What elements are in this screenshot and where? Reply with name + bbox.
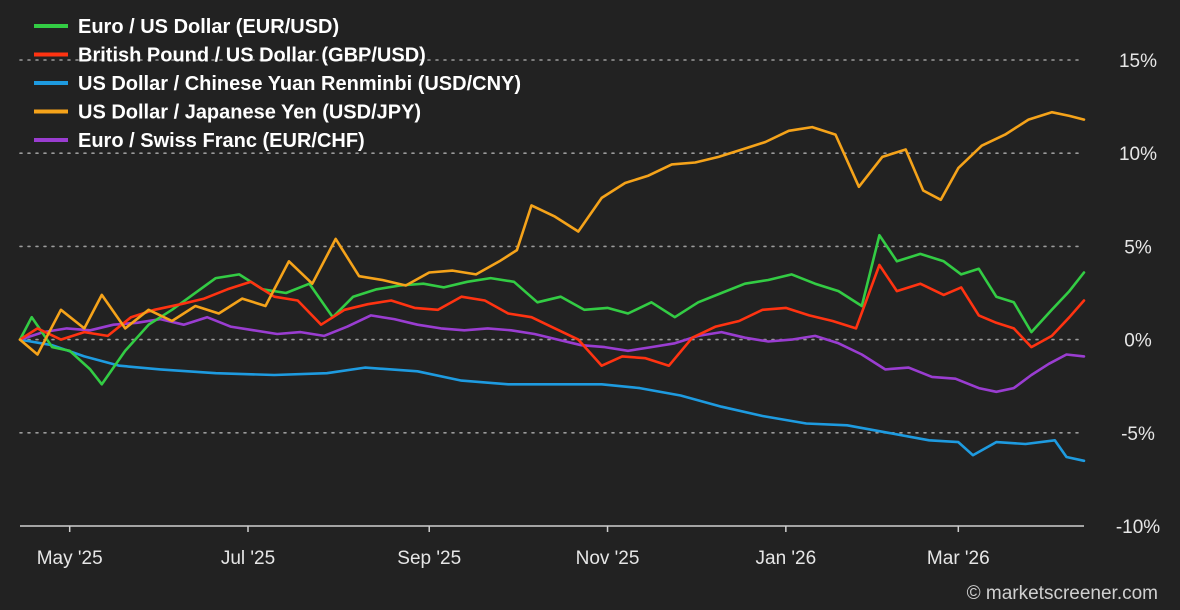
y-tick-label: 10% — [1119, 144, 1157, 165]
series-line-2 — [18, 338, 1086, 463]
legend: Euro / US Dollar (EUR/USD) British Pound … — [34, 16, 521, 152]
y-axis-ticks: 15% 10% 5% 0% -5% -10% — [1116, 51, 1160, 538]
legend-label: Euro / Swiss Franc (EUR/CHF) — [78, 130, 365, 152]
x-tick-label: Nov '25 — [576, 548, 640, 569]
series-line-1 — [18, 263, 1086, 367]
x-tick-label: Mar '26 — [927, 548, 990, 569]
x-axis: May '25 Jul '25 Sep '25 Nov '25 Jan '26 Mar '… — [20, 525, 1084, 569]
legend-label: Euro / US Dollar (EUR/USD) — [78, 16, 339, 38]
series-lines — [18, 110, 1086, 463]
series-line-3 — [18, 110, 1086, 356]
legend-label: US Dollar / Chinese Yuan Renminbi (USD/C… — [78, 73, 521, 95]
y-tick-label: -10% — [1116, 517, 1160, 538]
y-tick-label: 5% — [1124, 237, 1152, 258]
y-tick-label: 15% — [1119, 51, 1157, 72]
x-tick-label: Sep '25 — [397, 548, 461, 569]
series-line-0 — [18, 233, 1086, 386]
grid-lines — [19, 59, 1085, 434]
x-tick-label: Jan '26 — [756, 548, 817, 569]
x-tick-label: May '25 — [37, 548, 103, 569]
series-line-4 — [18, 314, 1086, 394]
legend-label: British Pound / US Dollar (GBP/USD) — [78, 45, 426, 67]
x-tick-label: Jul '25 — [221, 548, 275, 569]
y-tick-label: 0% — [1124, 331, 1152, 352]
y-tick-label: -5% — [1121, 424, 1155, 445]
legend-label: US Dollar / Japanese Yen (USD/JPY) — [78, 102, 421, 124]
credit-text: © marketscreener.com — [967, 583, 1158, 604]
